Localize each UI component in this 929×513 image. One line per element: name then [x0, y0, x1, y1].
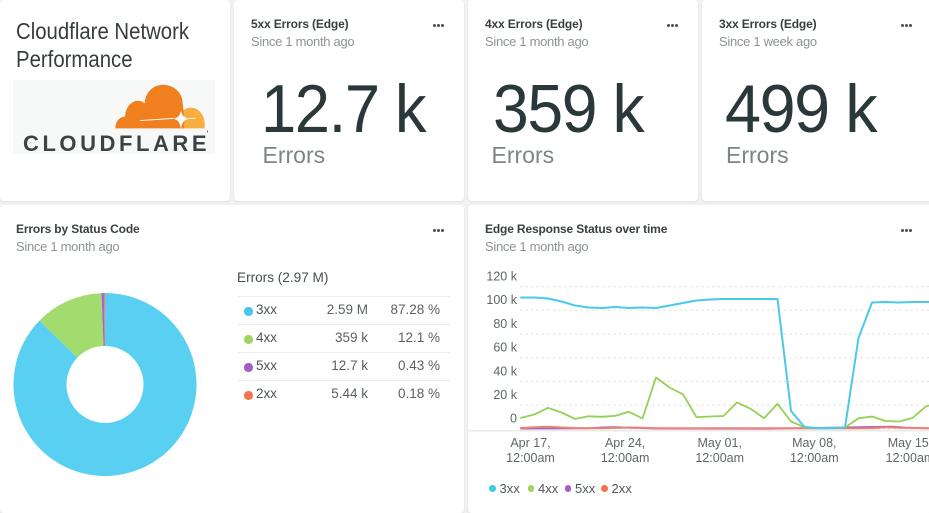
svg-text:CLOUDFLARE: CLOUDFLARE: [23, 131, 210, 154]
svg-text:80 k: 80 k: [493, 317, 517, 331]
svg-text:120 k: 120 k: [486, 270, 517, 284]
svg-text:40 k: 40 k: [493, 364, 517, 378]
svg-text:0: 0: [510, 412, 517, 426]
svg-text:': ': [207, 129, 209, 139]
svg-text:20 k: 20 k: [493, 388, 517, 402]
svg-text:60 k: 60 k: [493, 341, 517, 355]
svg-text:100 k: 100 k: [486, 293, 517, 307]
